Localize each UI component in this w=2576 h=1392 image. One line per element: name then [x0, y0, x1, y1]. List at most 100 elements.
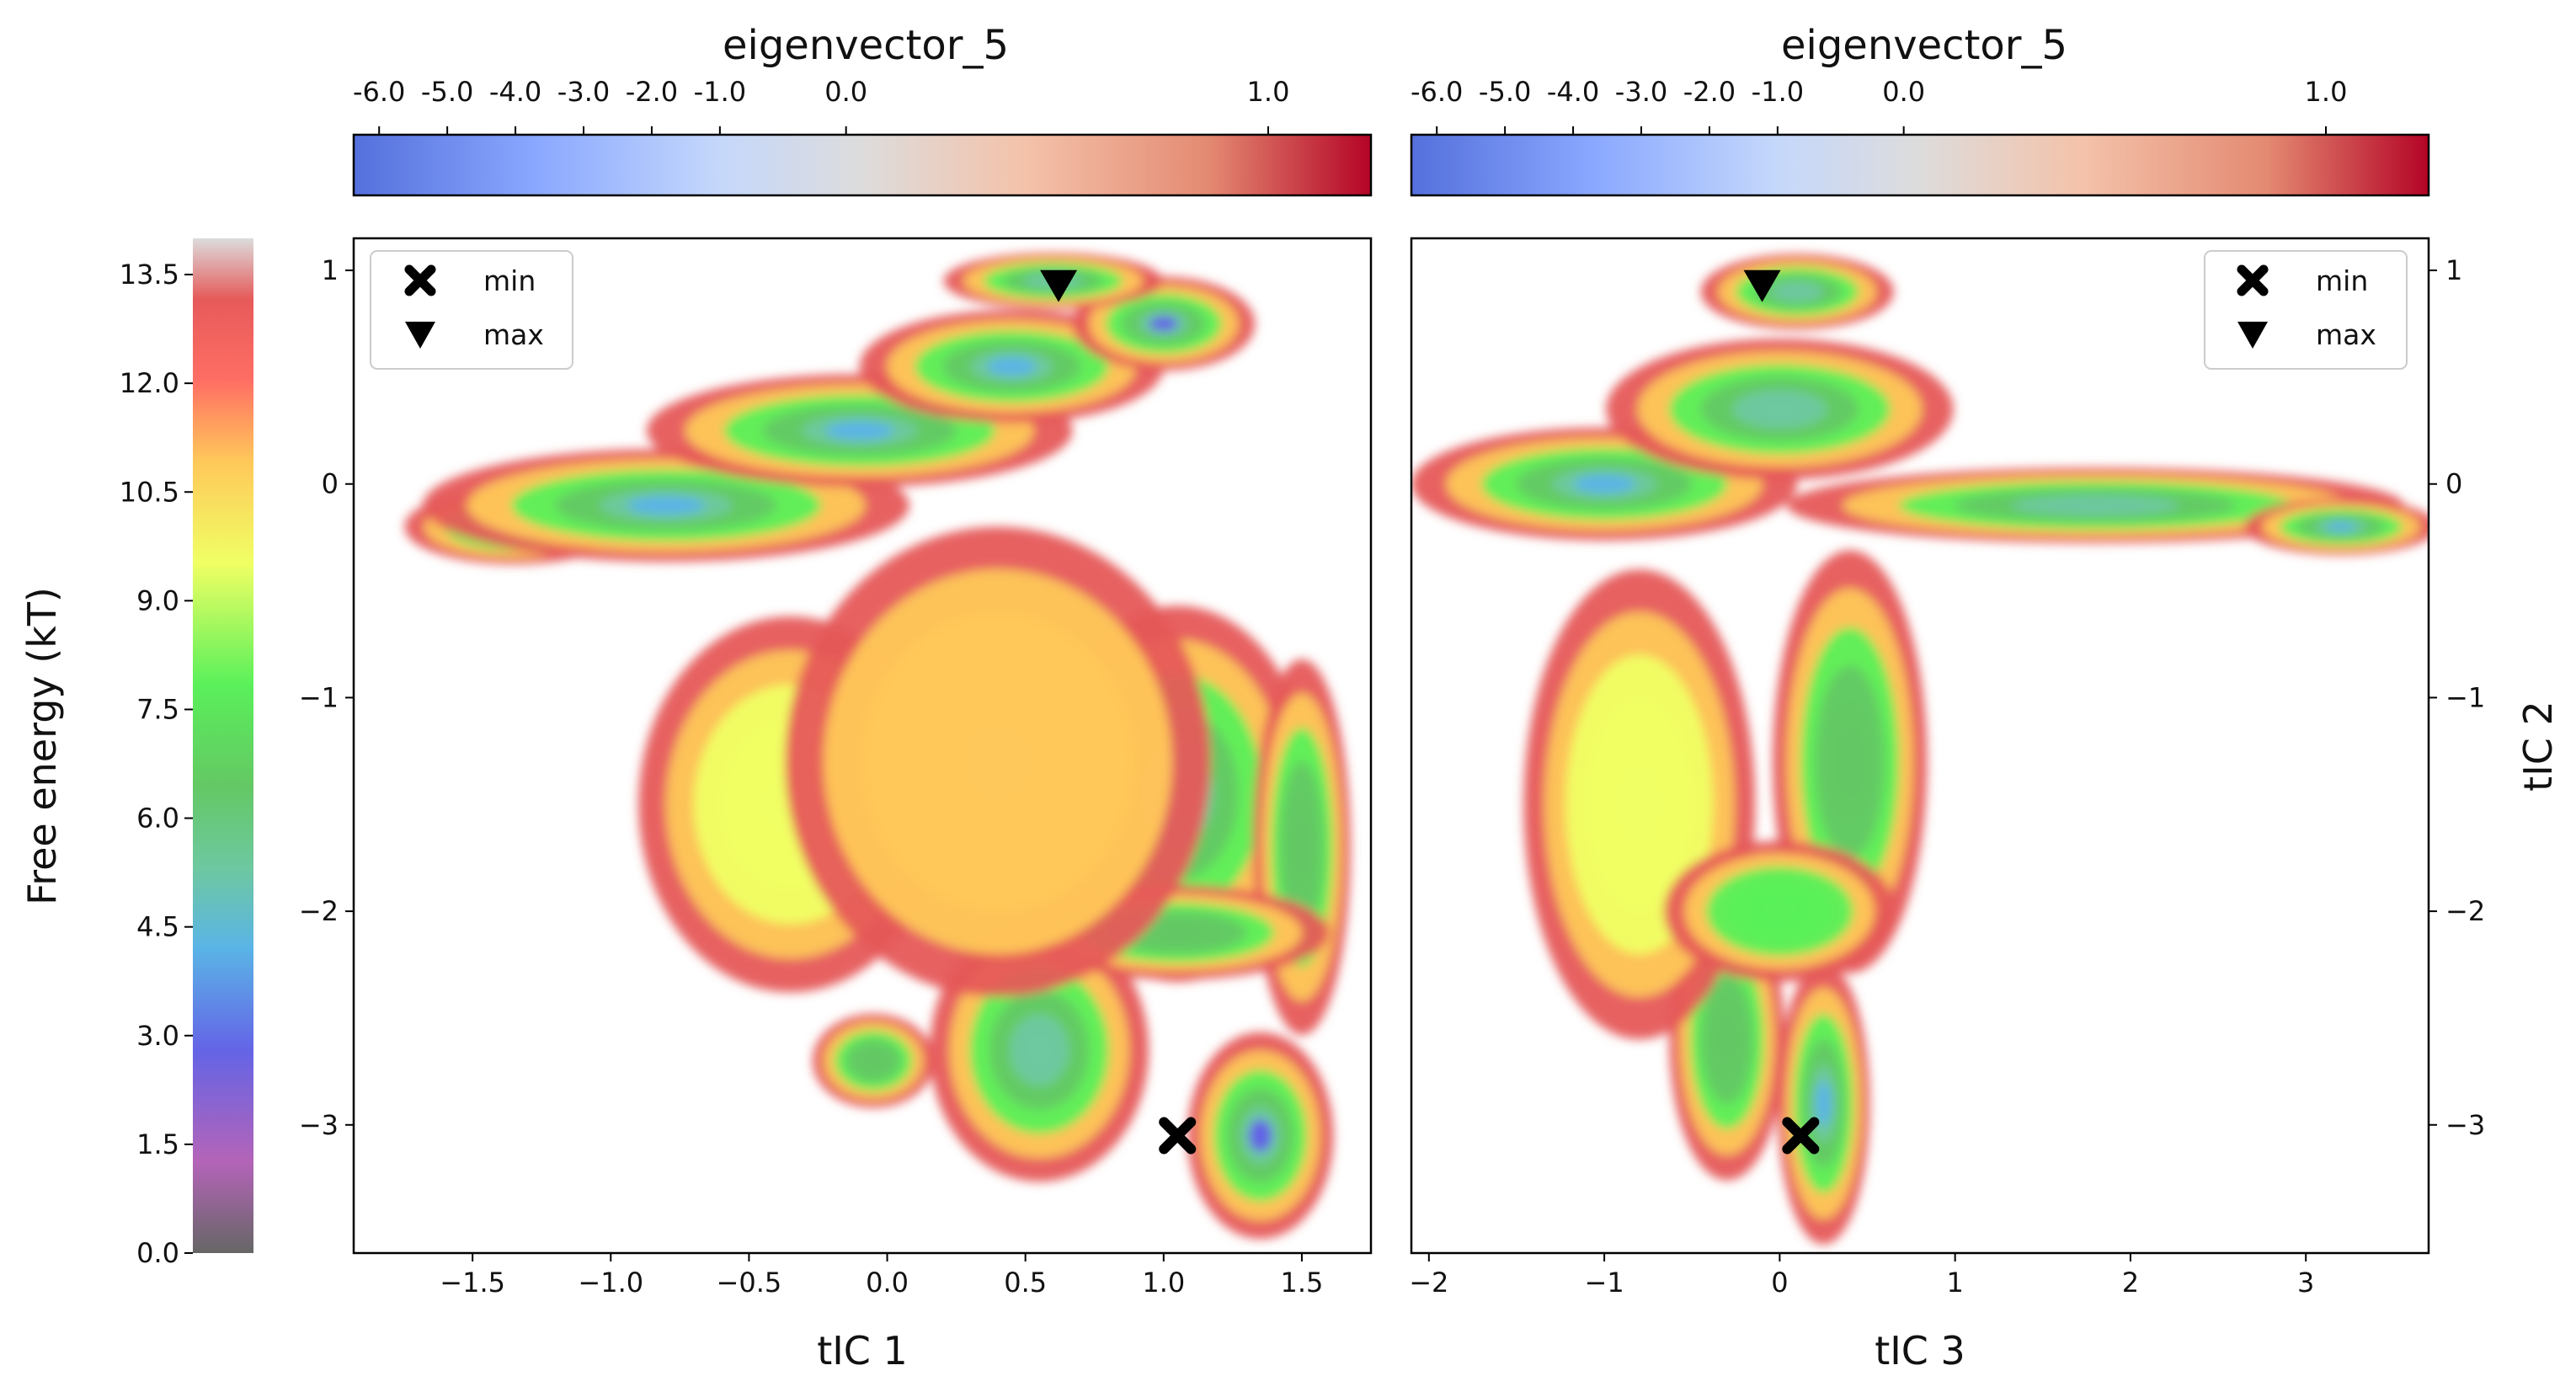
panel-right: −2 −1 0 1 2 3 1 0 −1 −2 −3 tIC 3 tIC 2 min max — [1409, 237, 2561, 1373]
free-energy-tick-label: 12.0 — [120, 367, 179, 399]
panel-right-y-label: tIC 2 — [2515, 701, 2561, 792]
energy-basin-core — [1573, 475, 1635, 493]
panel-right-legend-box — [2204, 250, 2408, 370]
panel-right-x-ticks: −2 −1 0 1 2 3 — [1409, 1253, 2314, 1299]
max-marker — [1743, 269, 1781, 302]
panel-left-x-ticks: −1.5 −1.0 −0.5 0.0 0.5 1.0 1.5 — [440, 1253, 1323, 1299]
energy-basin-core — [1149, 316, 1179, 332]
eigenvector-tick-label: -2.0 — [626, 76, 678, 108]
x-tick-label: 1.0 — [1142, 1267, 1185, 1299]
eigenvector-tick-label: 0.0 — [824, 76, 867, 108]
free-energy-tick-label: 0.0 — [136, 1237, 179, 1269]
eigenvector-tick-label: -1.0 — [1752, 76, 1804, 108]
eigenvector-colorbar-left-ticks: -6.0 -5.0 -4.0 -3.0 -2.0 -1.0 0.0 1.0 — [353, 76, 1289, 135]
x-tick-label: −0.5 — [717, 1267, 782, 1299]
panel-left-legend-box — [370, 250, 573, 370]
panel-right-legend: min max — [2204, 250, 2408, 370]
free-energy-tick-label: 4.5 — [136, 911, 179, 943]
eigenvector-colorbar-left-gradient — [352, 133, 1373, 197]
y-tick-label: −1 — [299, 681, 339, 713]
x-tick-label: −1.0 — [578, 1267, 643, 1299]
x-tick-label: 3 — [2297, 1267, 2314, 1299]
free-energy-tick-label: 9.0 — [136, 584, 179, 616]
free-energy-tick-label: 3.0 — [136, 1020, 179, 1052]
eigenvector-tick-label: -5.0 — [1479, 76, 1531, 108]
energy-basin-core — [825, 421, 893, 440]
y-tick-label: −1 — [2445, 681, 2485, 713]
eigenvector-colorbar-right-ticks: -6.0 -5.0 -4.0 -3.0 -2.0 -1.0 0.0 1.0 — [1411, 76, 2347, 135]
eigenvector-tick-label: 1.0 — [1247, 76, 1290, 108]
y-tick-label: −2 — [299, 895, 339, 927]
energy-basin-core — [1153, 925, 1202, 941]
energy-basin-core — [987, 357, 1036, 376]
panel-left-legend: min max — [370, 250, 573, 370]
x-tick-label: 1 — [1946, 1267, 1963, 1299]
free-energy-tick-label: 13.5 — [120, 259, 179, 291]
min-marker — [1782, 1117, 1820, 1155]
energy-basin-core — [1021, 1029, 1057, 1071]
legend-max-label: max — [2316, 318, 2376, 351]
eigenvector-tick-label: 0.0 — [1882, 76, 1925, 108]
energy-basin-core — [1293, 817, 1310, 877]
y-tick-label: 1 — [2445, 254, 2462, 286]
y-tick-label: 0 — [322, 468, 339, 500]
energy-basin-core — [963, 724, 1032, 799]
free-energy-tick-label: 6.0 — [136, 803, 179, 835]
eigenvector-tick-label: -6.0 — [353, 76, 405, 108]
max-marker — [1040, 269, 1078, 302]
legend-min-icon — [2237, 264, 2269, 296]
eigenvector-tick-label: -6.0 — [1411, 76, 1463, 108]
panel-right-y-ticks: 1 0 −1 −2 −3 — [2429, 254, 2485, 1141]
panel-right-frame — [1410, 237, 2430, 1255]
legend-min-label: min — [2316, 264, 2368, 297]
y-tick-label: −3 — [2445, 1109, 2485, 1141]
free-energy-colorbar-label: Free energy (kT) — [19, 587, 65, 905]
min-marker — [1159, 1117, 1197, 1155]
panel-left-y-ticks: 1 0 −1 −2 −3 — [299, 254, 354, 1141]
eigenvector-tick-label: -3.0 — [557, 76, 610, 108]
eigenvector-colorbar-left-title: eigenvector_5 — [723, 22, 1009, 69]
x-tick-label: −1 — [1585, 1267, 1624, 1299]
x-tick-label: 0.0 — [866, 1267, 909, 1299]
x-tick-label: 1.5 — [1280, 1267, 1323, 1299]
eigenvector-colorbar-right: eigenvector_5 -6.0 -5.0 -4.0 -3.0 -2.0 -1.0 0.… — [1410, 22, 2430, 197]
energy-basin-core — [1752, 397, 1808, 421]
eigenvector-tick-label: -5.0 — [421, 76, 473, 108]
panel-left-frame — [352, 237, 1373, 1255]
free-energy-colorbar-ticks: 0.0 1.5 3.0 4.5 6.0 7.5 9.0 10.5 12.0 13.5 — [120, 259, 193, 1269]
panel-left-x-label: tIC 1 — [817, 1328, 908, 1373]
y-tick-label: −3 — [299, 1109, 339, 1141]
y-tick-label: −2 — [2445, 895, 2485, 927]
energy-basin-core — [1761, 899, 1799, 923]
free-energy-tick-label: 7.5 — [136, 693, 179, 725]
energy-basin-core — [1781, 285, 1813, 298]
free-energy-colorbar: 0.0 1.5 3.0 4.5 6.0 7.5 9.0 10.5 12.0 13.5 Free e… — [19, 238, 253, 1269]
eigenvector-tick-label: -3.0 — [1615, 76, 1667, 108]
y-tick-label: 0 — [2445, 468, 2462, 500]
eigenvector-tick-label: -1.0 — [694, 76, 746, 108]
legend-max-label: max — [483, 318, 544, 351]
panel-left: −1.5 −1.0 −0.5 0.0 0.5 1.0 1.5 10−1−2−3 tIC 1 … — [299, 237, 1373, 1373]
eigenvector-colorbar-right-gradient — [1410, 133, 2430, 197]
eigenvector-tick-label: -4.0 — [1547, 76, 1599, 108]
x-tick-label: 0.5 — [1004, 1267, 1047, 1299]
eigenvector-tick-label: -2.0 — [1683, 76, 1736, 108]
energy-basin-core — [2325, 522, 2357, 531]
energy-basin-core — [863, 1053, 883, 1069]
x-tick-label: 0 — [1771, 1267, 1788, 1299]
energy-basin-core — [1837, 728, 1863, 796]
y-tick-label: 1 — [322, 254, 339, 286]
energy-basin-core — [1816, 1080, 1832, 1127]
panel-left-markers — [1040, 269, 1197, 1155]
energy-basin-core — [1620, 766, 1658, 842]
panel-left-landscape — [404, 253, 1351, 1240]
eigenvector-colorbar-left: eigenvector_5 -6.0 -5.0 -4.0 -3.0 -2.0 -1.0 0.… — [352, 22, 1373, 197]
free-energy-tick-label: 1.5 — [136, 1128, 179, 1160]
panel-right-landscape — [1411, 253, 2429, 1245]
x-tick-label: −2 — [1409, 1267, 1448, 1299]
x-tick-label: −1.5 — [440, 1267, 505, 1299]
free-energy-colorbar-gradient — [193, 238, 253, 1253]
x-tick-label: 2 — [2122, 1267, 2139, 1299]
energy-basin-core — [1717, 1016, 1736, 1062]
